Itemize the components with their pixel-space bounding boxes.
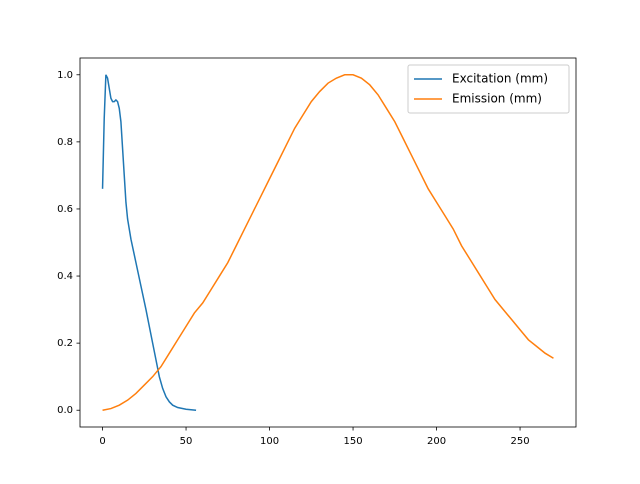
y-tick-label: 0.8 [57,137,73,148]
x-tick-label: 200 [427,436,446,447]
line [101,74,197,411]
legend-box [407,64,570,114]
y-tick-label: 0.2 [57,338,73,349]
x-tick-label: 250 [511,436,530,447]
x-tick-label: 50 [180,436,193,447]
line [102,74,554,411]
x-tick-label: 100 [260,436,279,447]
legend-label: Excitation (mm) [452,72,548,86]
y-tick-label: 1.0 [57,70,73,81]
x-tick-label: 0 [99,436,105,447]
y-tick-label: 0.6 [57,204,73,215]
x-tick-label: 150 [344,436,363,447]
legend-label: Emission (mm) [452,92,542,106]
y-tick-label: 0.4 [57,271,73,282]
y-tick-label: 0.0 [57,405,73,416]
plot-frame [79,57,577,428]
